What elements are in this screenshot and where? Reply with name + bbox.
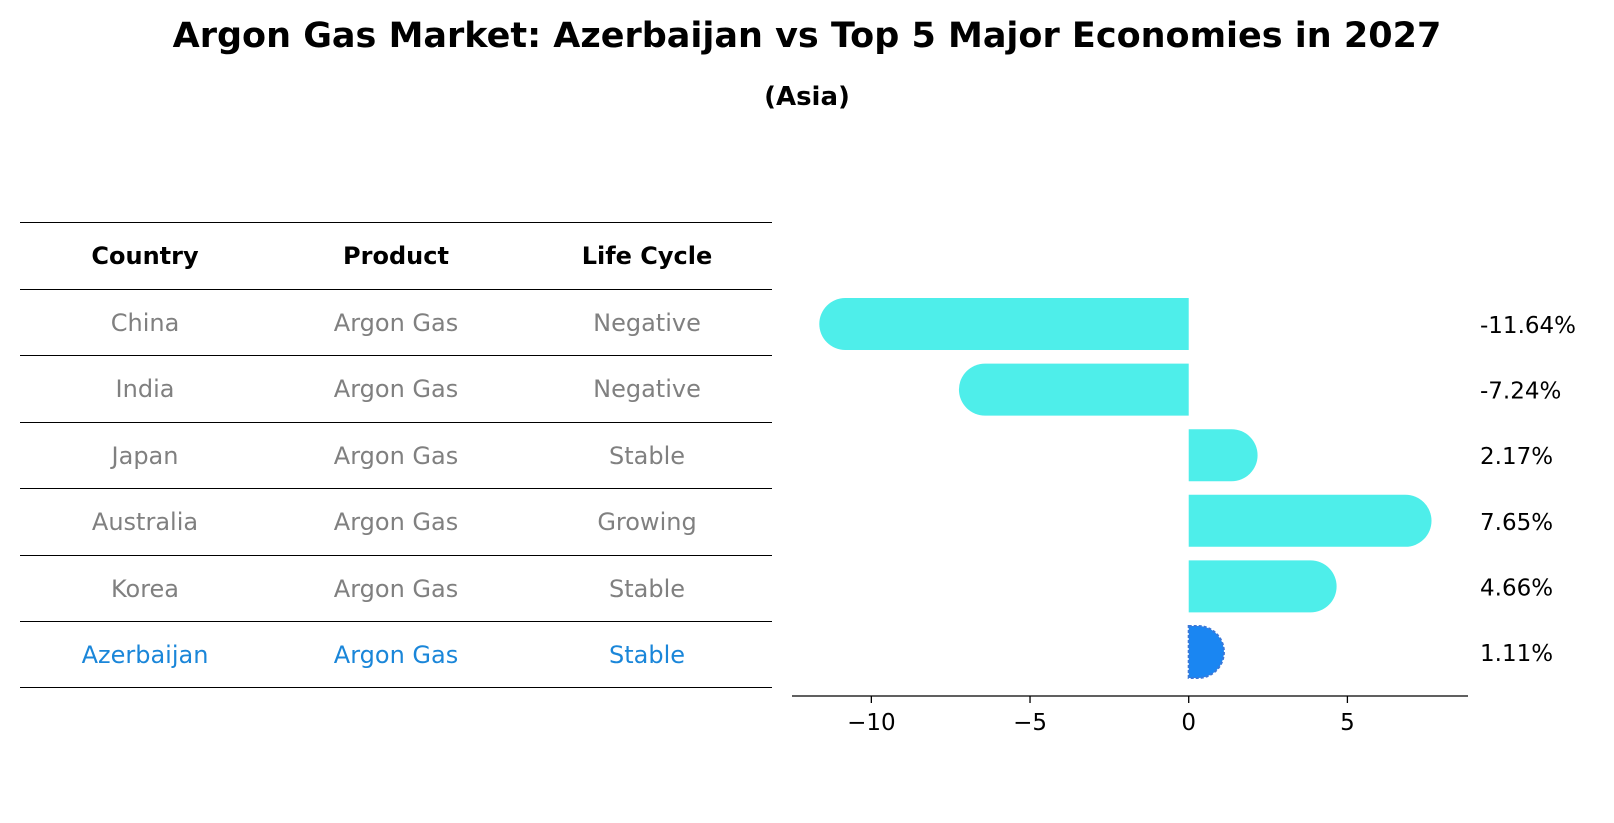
cell-product: Argon Gas [333,308,459,337]
cell-life-cycle: Stable [608,441,686,470]
value-label-azerbaijan: 1.11% [1480,641,1553,667]
bar-china [819,298,1189,350]
x-tick-label: 0 [1181,710,1196,736]
x-tick-label: 5 [1340,710,1355,736]
table-row: China Argon Gas Negative [20,288,772,356]
bar-australia [1188,494,1432,547]
bar-india [958,363,1189,416]
table-row: India Argon Gas Negative [20,355,772,422]
comparison-table: Country Product Life Cycle China Argon G… [20,222,772,688]
cell-country: India [115,375,175,403]
cell-life-cycle: Stable [608,574,686,603]
header-life-cycle: Life Cycle [581,242,713,270]
value-label-korea: 4.66% [1480,575,1553,601]
table-row: Korea Argon Gas Stable [20,554,772,622]
cell-country: Azerbaijan [81,641,209,669]
value-label-australia: 7.65% [1480,510,1553,536]
table-row: Japan Argon Gas Stable [20,421,772,489]
table-row-highlighted: Azerbaijan Argon Gas Stable [20,621,772,688]
cell-country: China [110,308,180,337]
growth-bar-chart: -11.64% -7.24% 2.17% 7.65% 4.66% 1.11% −10 −5 0 5 [792,298,1576,736]
header-country: Country [91,242,199,270]
bar-korea [1188,560,1337,613]
cell-life-cycle: Negative [593,308,701,337]
table-header-row: Country Product Life Cycle [20,222,772,289]
cell-product: Argon Gas [333,641,459,669]
cell-product: Argon Gas [333,375,459,403]
value-label-china: -11.64% [1480,313,1576,339]
cell-product: Argon Gas [333,508,459,536]
chart-subtitle: (Asia) [764,82,850,112]
cell-product: Argon Gas [333,574,459,603]
cell-life-cycle: Growing [597,508,697,536]
value-label-japan: 2.17% [1480,444,1553,470]
bar-azerbaijan [1187,625,1225,679]
header-product: Product [343,242,449,270]
cell-life-cycle: Stable [608,641,686,669]
value-label-india: -7.24% [1480,379,1561,405]
table-row: Australia Argon Gas Growing [20,488,772,555]
x-tick-label: −5 [1013,710,1047,736]
chart-title: Argon Gas Market: Azerbaijan vs Top 5 Ma… [172,16,1442,56]
bar-japan [1188,429,1258,482]
cell-product: Argon Gas [333,441,459,470]
cell-country: Korea [110,574,180,603]
x-tick-label: −10 [847,710,896,736]
cell-country: Australia [91,508,199,536]
cell-country: Japan [111,441,179,470]
cell-life-cycle: Negative [593,375,701,403]
